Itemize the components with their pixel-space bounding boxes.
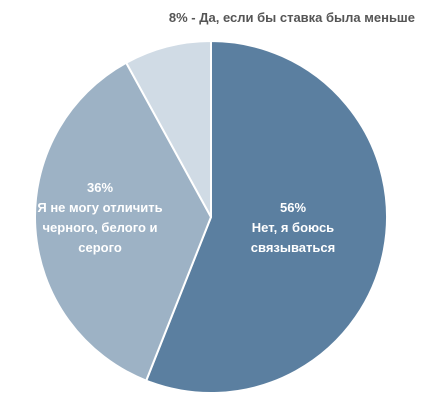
category-label: Да, если бы ставка была меньше	[199, 10, 415, 25]
pie-slice	[34, 61, 213, 382]
value-label: 8%	[169, 10, 188, 25]
separator: -	[188, 10, 200, 25]
value-label: 56%	[280, 200, 306, 215]
pie-slice	[124, 39, 212, 218]
value-label: 36%	[87, 180, 113, 195]
label-line: связываться	[251, 240, 335, 255]
category-label: Я не могу отличить черного, белого и серог…	[37, 200, 162, 255]
label-line: Я не могу отличить	[37, 200, 162, 215]
slice-label: 8% - Да, если бы ставка была меньше	[169, 10, 415, 25]
category-label: Нет, я боюсь связываться	[251, 220, 335, 255]
label-line: серого	[78, 240, 122, 255]
label-line: черного, белого и	[43, 220, 158, 235]
pie-slice	[144, 39, 388, 394]
label-line: Нет, я боюсь	[252, 220, 334, 235]
